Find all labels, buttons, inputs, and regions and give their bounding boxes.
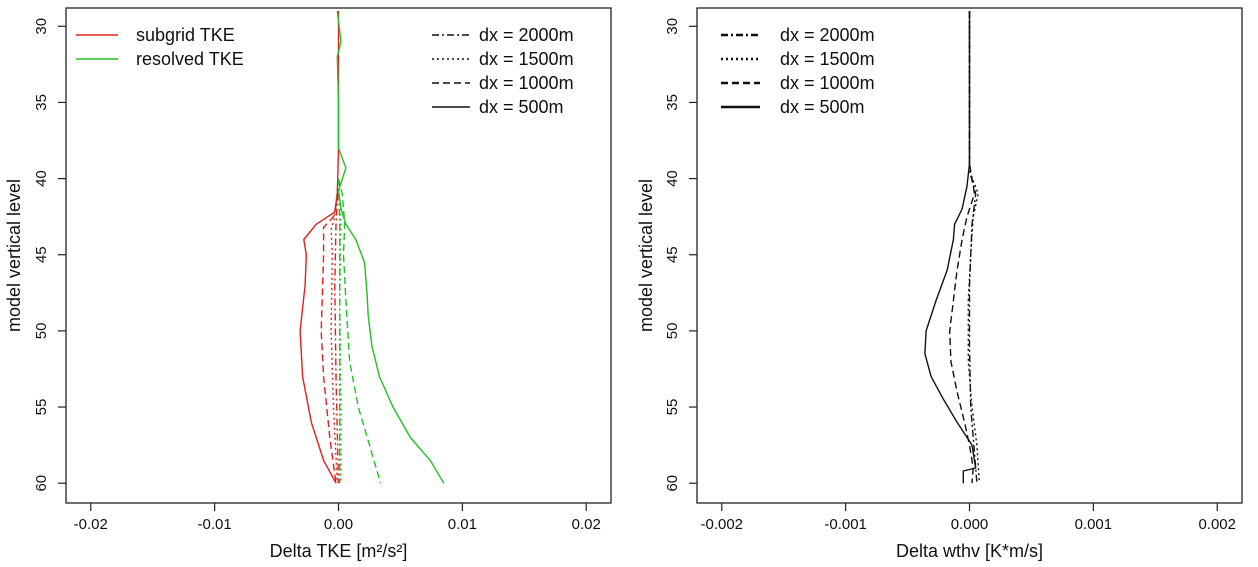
- x-tick-label: 0.01: [448, 516, 477, 533]
- series-line: [968, 11, 978, 484]
- x-axis-label: Delta TKE [m²/s²]: [270, 541, 408, 561]
- y-tick-label: 45: [33, 246, 50, 263]
- x-tick-label: 0.02: [572, 516, 601, 533]
- series-line: [924, 11, 977, 484]
- series-group: [299, 10, 445, 484]
- series-group: [924, 11, 981, 484]
- legend-label: dx = 2000m: [780, 25, 875, 45]
- legend: dx = 2000m dx = 1500m dx = 1000m dx = 500m: [432, 25, 574, 117]
- y-tick-label: 30: [33, 18, 50, 35]
- y-tick-label: 35: [33, 94, 50, 111]
- series-line: [337, 178, 341, 484]
- y-axis-label: model vertical level: [4, 179, 24, 332]
- legend: dx = 2000m dx = 1500m dx = 1000m dx = 500m: [721, 25, 875, 117]
- x-tick-label: 0.00: [324, 516, 353, 533]
- y-tick-label: 50: [33, 323, 50, 340]
- y-tick-label: 40: [664, 170, 681, 187]
- x-tick-label: 0.002: [1198, 516, 1236, 533]
- legend-label: resolved TKE: [136, 49, 244, 69]
- legend-label: subgrid TKE: [136, 25, 235, 45]
- y-tick-label: 30: [664, 18, 681, 35]
- y-tick-label: 45: [664, 246, 681, 263]
- legend-label: dx = 1500m: [479, 49, 574, 69]
- x-tick-label: -0.002: [700, 516, 743, 533]
- series-line: [330, 178, 340, 484]
- y-tick-label: 35: [664, 94, 681, 111]
- y-tick-label: 60: [664, 475, 681, 492]
- x-tick-label: 0.001: [1075, 516, 1113, 533]
- series-line: [334, 178, 340, 484]
- series-line: [320, 193, 340, 484]
- legend-label: dx = 1000m: [479, 73, 574, 93]
- y-axis-label: model vertical level: [636, 179, 656, 332]
- series-line: [949, 11, 976, 484]
- legend-label: dx = 1000m: [780, 73, 875, 93]
- legend-label: dx = 1500m: [780, 49, 875, 69]
- legend-label: dx = 500m: [479, 97, 564, 117]
- legend-label: dx = 500m: [780, 97, 865, 117]
- x-tick-label: -0.001: [824, 516, 867, 533]
- x-tick-label: -0.01: [198, 516, 232, 533]
- legend-label: dx = 2000m: [479, 25, 574, 45]
- x-tick-label: 0.000: [951, 516, 989, 533]
- series-line: [336, 10, 445, 484]
- y-tick-label: 50: [664, 323, 681, 340]
- chart-panel-2: -0.002 -0.001 0.000 0.001 0.002 30 35 40 45 50 55 6…: [636, 7, 1243, 561]
- y-tick-label: 60: [33, 475, 50, 492]
- y-tick-label: 55: [664, 399, 681, 416]
- x-axis-label: Delta wthv [K*m/s]: [896, 541, 1043, 561]
- chart-panel-1: -0.02 -0.01 0.00 0.01 0.02 30 35 40 45 50 55 60 Delt…: [4, 7, 612, 561]
- x-tick-label: -0.02: [74, 516, 108, 533]
- legend: subgrid TKE resolved TKE: [76, 25, 244, 69]
- series-line: [337, 178, 382, 484]
- y-tick-label: 55: [33, 399, 50, 416]
- series-line: [299, 11, 340, 484]
- y-tick-label: 40: [33, 170, 50, 187]
